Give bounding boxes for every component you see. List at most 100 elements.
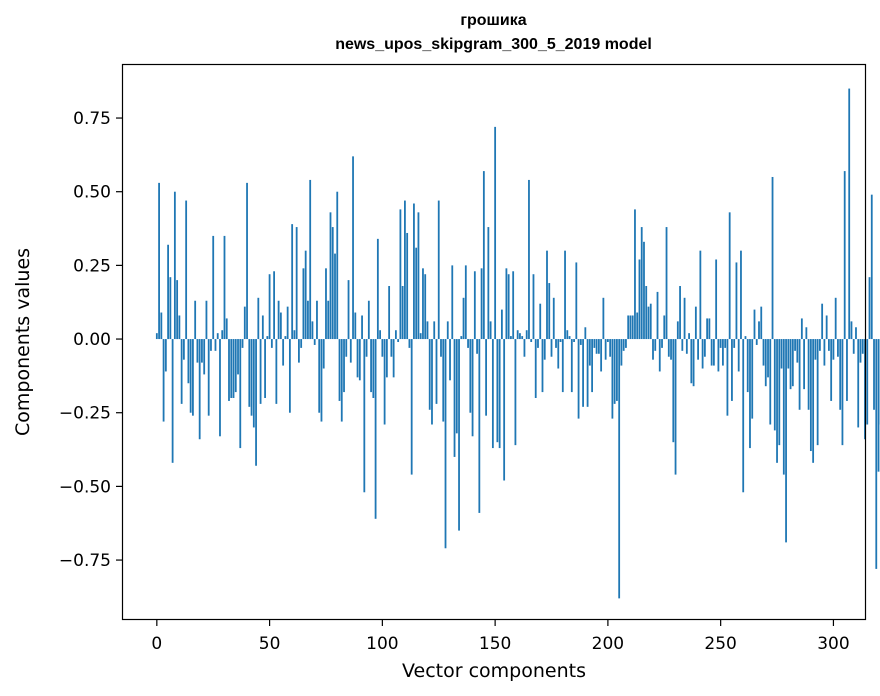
bar — [182, 339, 185, 360]
bar — [762, 339, 765, 366]
bar — [870, 194, 873, 340]
bar — [210, 339, 212, 351]
bar — [334, 253, 336, 340]
bar — [394, 330, 397, 340]
x-tick-label: 250 — [704, 634, 736, 654]
bar — [237, 339, 239, 375]
bar — [525, 330, 528, 340]
bar — [670, 339, 672, 360]
bar — [602, 297, 605, 340]
bar — [349, 339, 352, 363]
bar — [449, 339, 451, 381]
bar — [219, 339, 221, 437]
bar — [570, 339, 573, 393]
bar — [284, 336, 287, 340]
bar — [255, 339, 257, 466]
bar — [367, 300, 370, 340]
bar — [769, 339, 772, 425]
bar — [803, 339, 805, 390]
bar — [270, 339, 273, 348]
bar — [460, 336, 463, 340]
bar — [498, 339, 501, 449]
bar — [658, 339, 661, 372]
bar — [561, 339, 564, 393]
bar — [532, 274, 535, 340]
bar — [595, 339, 598, 354]
bar — [591, 339, 593, 393]
bar — [435, 339, 438, 404]
bar — [588, 339, 591, 366]
bar — [661, 339, 663, 348]
x-tick-label: 300 — [817, 634, 849, 654]
bar — [755, 339, 758, 345]
y-axis-ticks: −0.75 −0.50 −0.25 0.00 0.25 0.50 0.75 — [59, 109, 123, 571]
bar — [160, 312, 163, 340]
bar — [722, 339, 724, 366]
bar — [552, 297, 555, 340]
bar — [309, 179, 312, 340]
bar — [288, 339, 291, 413]
bar — [550, 339, 553, 357]
bar — [674, 339, 677, 475]
bar — [257, 297, 260, 340]
bar — [791, 339, 794, 387]
bar — [760, 306, 763, 340]
bar — [440, 339, 442, 357]
bar — [376, 238, 379, 340]
bar — [622, 339, 625, 351]
bar — [491, 339, 494, 449]
bar — [780, 339, 783, 369]
bar — [523, 339, 526, 357]
bar — [767, 339, 769, 378]
bar — [568, 336, 571, 340]
bar — [584, 327, 587, 340]
bar — [293, 330, 296, 340]
bar — [805, 327, 808, 340]
bar — [816, 339, 819, 446]
bar — [494, 126, 497, 340]
bar — [744, 336, 747, 340]
bar — [248, 339, 251, 407]
bar — [846, 339, 848, 401]
bar — [467, 339, 469, 348]
bar — [848, 88, 851, 340]
bar — [399, 209, 402, 340]
bar — [575, 262, 578, 340]
bar — [291, 224, 294, 340]
bar — [442, 339, 445, 422]
bar — [230, 339, 233, 398]
bar — [446, 321, 449, 340]
bar — [234, 339, 237, 393]
bar — [613, 339, 616, 404]
bar — [699, 250, 702, 340]
bar — [611, 339, 614, 419]
y-tick-label: 0.50 — [73, 183, 111, 203]
bars-group — [155, 88, 880, 599]
bar — [194, 300, 197, 340]
bar — [225, 318, 228, 340]
bar — [735, 262, 738, 340]
bar — [625, 339, 627, 348]
bar — [295, 227, 298, 340]
bar — [336, 191, 339, 340]
bar — [471, 339, 474, 437]
bar — [223, 235, 226, 340]
bar — [500, 309, 503, 340]
bar — [173, 191, 176, 340]
bar — [530, 339, 533, 342]
bar — [476, 339, 478, 354]
bar — [205, 300, 208, 340]
x-axis-ticks: 0 50 100 150 200 250 300 — [151, 619, 850, 654]
bar — [807, 339, 810, 410]
bar — [850, 321, 853, 340]
bar — [216, 333, 219, 340]
bar — [557, 339, 560, 369]
bar — [392, 339, 395, 378]
bar — [347, 280, 350, 340]
bar — [431, 339, 433, 425]
bar — [424, 274, 427, 340]
bar — [241, 339, 244, 348]
bar — [372, 339, 375, 398]
bar — [703, 339, 706, 357]
